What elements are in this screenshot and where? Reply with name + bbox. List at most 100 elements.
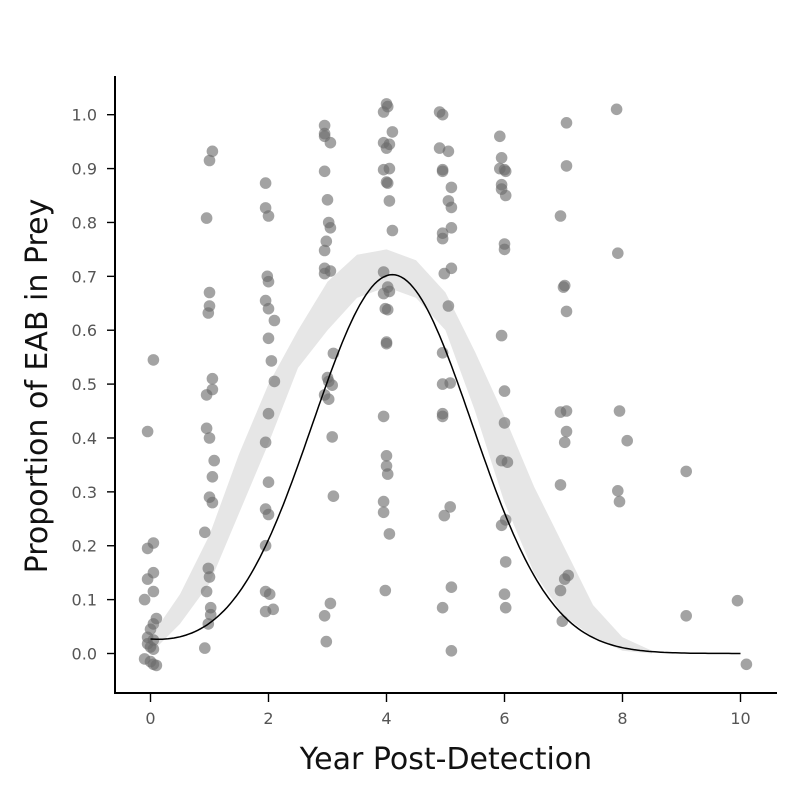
data-point <box>386 224 399 237</box>
y-axis-title: Proportion of EAB in Prey <box>20 199 55 574</box>
data-point <box>498 417 511 429</box>
x-axis-ticks: 0 2 4 6 8 10 <box>145 694 751 728</box>
data-point <box>203 286 216 299</box>
data-point <box>147 537 160 549</box>
data-point <box>138 593 151 606</box>
data-point <box>318 244 331 257</box>
data-point <box>150 659 163 672</box>
data-point <box>445 581 458 593</box>
y-tick-label: 0.8 <box>72 213 97 232</box>
data-point <box>445 262 458 275</box>
data-point <box>499 189 512 202</box>
data-point <box>438 509 451 522</box>
axes <box>114 76 777 694</box>
data-point <box>554 479 567 491</box>
data-point <box>386 126 399 138</box>
data-point <box>141 425 154 438</box>
data-point <box>445 181 458 194</box>
data-point <box>612 485 624 497</box>
data-point <box>499 601 512 614</box>
y-tick-label: 0.9 <box>72 160 97 179</box>
data-point <box>444 377 457 389</box>
data-point <box>262 407 275 420</box>
data-point <box>318 119 331 132</box>
data-point <box>436 410 449 423</box>
data-point <box>445 645 458 657</box>
x-tick-label: 8 <box>617 709 627 728</box>
data-point <box>436 108 449 121</box>
data-point <box>444 501 457 513</box>
data-point <box>318 610 331 622</box>
data-point <box>558 436 571 449</box>
x-axis-title: Year Post-Detection <box>299 742 592 777</box>
data-point <box>200 212 213 224</box>
data-point <box>206 496 219 509</box>
data-point <box>268 314 281 327</box>
data-point <box>203 571 216 583</box>
data-point <box>740 658 753 671</box>
data-point <box>680 610 692 622</box>
data-point <box>377 266 390 278</box>
data-point <box>501 456 514 469</box>
data-point <box>613 495 626 508</box>
data-point <box>199 642 211 654</box>
data-point <box>442 300 455 312</box>
data-point <box>556 615 569 627</box>
data-point <box>731 594 744 607</box>
data-point <box>494 130 506 143</box>
data-point <box>560 425 573 438</box>
y-tick-label: 0.5 <box>72 375 97 394</box>
data-point <box>377 506 390 519</box>
data-point <box>268 375 281 388</box>
data-point <box>613 405 626 417</box>
fit-curve <box>150 273 741 655</box>
data-point <box>499 556 512 568</box>
y-tick-label: 0.0 <box>72 645 97 664</box>
x-tick-label: 4 <box>381 709 391 728</box>
fit-curve-layer <box>150 273 741 655</box>
data-point <box>445 201 458 214</box>
data-point <box>327 490 340 503</box>
data-point <box>200 585 213 598</box>
y-tick-label: 0.4 <box>72 429 97 448</box>
data-point <box>445 222 458 234</box>
data-point <box>560 160 573 172</box>
data-point <box>200 422 213 435</box>
data-point <box>379 584 392 597</box>
data-point <box>377 410 390 423</box>
data-point <box>554 406 567 418</box>
data-point <box>324 597 337 610</box>
data-point <box>208 454 220 467</box>
data-point <box>495 152 508 164</box>
y-tick-label: 0.7 <box>72 267 97 286</box>
data-point <box>557 281 570 293</box>
y-tick-label: 0.3 <box>72 483 97 502</box>
y-tick-label: 0.6 <box>72 321 97 340</box>
data-point <box>433 142 446 154</box>
data-point <box>267 603 280 616</box>
y-tick-label: 0.1 <box>72 591 97 610</box>
data-point <box>380 337 393 350</box>
data-point <box>377 495 390 508</box>
data-point <box>498 243 511 256</box>
data-point <box>265 355 278 367</box>
data-point <box>262 476 275 489</box>
data-point <box>263 588 276 600</box>
data-point <box>203 432 216 444</box>
data-point <box>381 100 394 113</box>
data-point <box>206 372 219 385</box>
data-point <box>558 573 571 585</box>
data-point <box>383 528 396 540</box>
data-point <box>320 635 333 648</box>
x-tick-label: 10 <box>730 709 750 728</box>
data-point <box>147 354 160 366</box>
confidence-band <box>150 249 652 654</box>
data-point <box>262 508 275 521</box>
data-point <box>147 643 160 655</box>
data-point <box>262 210 275 222</box>
data-point <box>554 210 567 222</box>
data-point <box>554 584 567 597</box>
data-point <box>259 177 272 189</box>
data-point <box>377 287 390 300</box>
